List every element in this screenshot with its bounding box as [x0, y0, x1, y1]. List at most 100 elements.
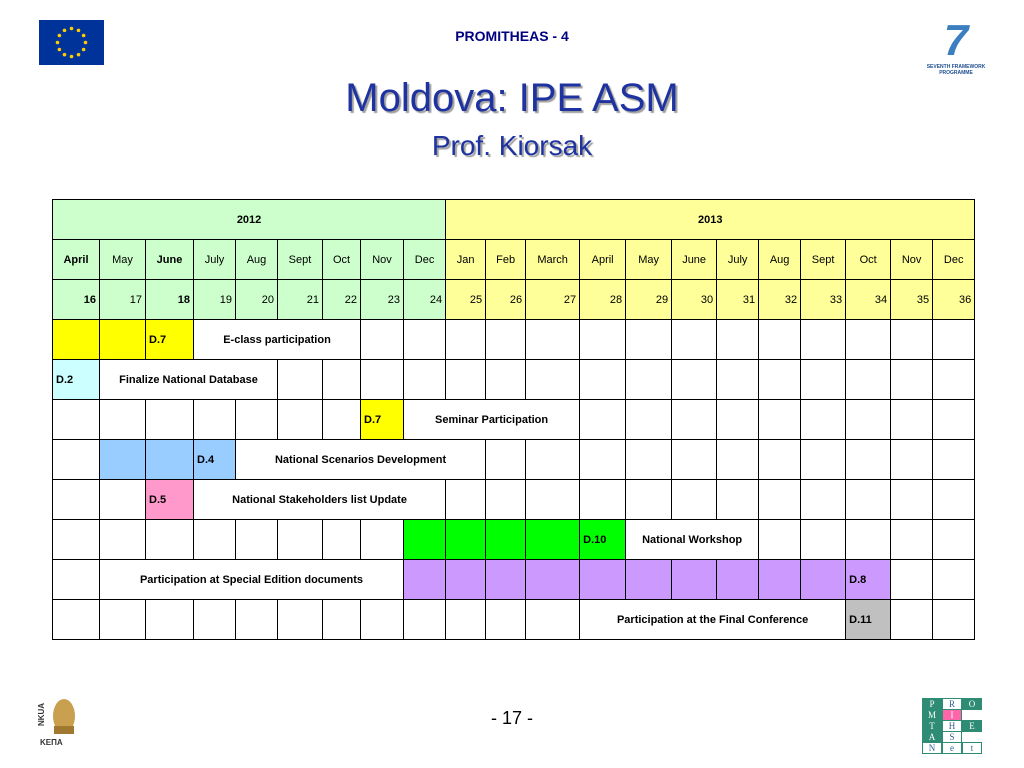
- task-cell: [525, 319, 581, 360]
- task-label: Finalize National Database: [99, 359, 278, 400]
- task-cell: [932, 359, 976, 400]
- title: Moldova: IPE ASM: [345, 76, 679, 120]
- task-cell: [932, 399, 976, 440]
- month-cell: Feb: [485, 239, 527, 280]
- eu-flag: [39, 20, 104, 65]
- task-cell: [145, 439, 194, 480]
- deliverable-cell: D.7: [145, 319, 194, 360]
- task-row: D.7 Seminar Participation: [52, 399, 976, 440]
- task-cell: [402, 519, 447, 560]
- task-cell: [360, 599, 404, 640]
- task-cell: [99, 399, 146, 440]
- task-cell: [758, 479, 802, 520]
- task-row: Participation at the Final Conference D.1…: [52, 599, 976, 640]
- number-cell: 24: [402, 279, 447, 320]
- number-cell: 29: [625, 279, 673, 320]
- task-cell: [525, 599, 581, 640]
- project-name: PROMITHEAS - 4: [455, 28, 569, 44]
- star: [62, 28, 67, 33]
- number-cell: 28: [579, 279, 627, 320]
- task-cell: [277, 359, 323, 400]
- task-cell: [890, 599, 934, 640]
- month-cell: June: [145, 239, 194, 280]
- task-cell: [322, 359, 361, 400]
- task-row: Participation at Special Edition documen…: [52, 559, 976, 600]
- number-cell: 23: [360, 279, 404, 320]
- page-number: - 17 -: [490, 708, 533, 728]
- task-cell: [52, 559, 100, 600]
- task-cell: [932, 519, 976, 560]
- star: [69, 26, 74, 31]
- task-cell: [845, 479, 892, 520]
- month-cell: June: [671, 239, 718, 280]
- task-cell: [52, 399, 100, 440]
- task-label: National Stakeholders list Update: [192, 479, 447, 520]
- task-label: National Scenarios Development: [234, 439, 487, 480]
- task-cell: [800, 519, 847, 560]
- task-cell: [800, 319, 847, 360]
- month-cell: Aug: [235, 239, 278, 280]
- task-cell: [360, 519, 404, 560]
- task-cell: [800, 399, 847, 440]
- month-row: April May June July Aug Sept Oct Nov Dec Jan Feb Ma…: [52, 239, 976, 280]
- task-cell: [445, 559, 487, 600]
- task-cell: [800, 479, 847, 520]
- task-cell: [890, 359, 934, 400]
- task-cell: [445, 479, 487, 520]
- month-cell: April: [52, 239, 100, 280]
- number-cell: 21: [277, 279, 323, 320]
- task-cell: [193, 519, 236, 560]
- task-cell: [625, 479, 673, 520]
- month-cell: Nov: [890, 239, 934, 280]
- task-cell: [671, 399, 718, 440]
- task-cell: [485, 479, 527, 520]
- logo-letter: E: [962, 720, 982, 732]
- star: [83, 40, 88, 45]
- task-cell: [671, 439, 718, 480]
- task-cell: [277, 399, 323, 440]
- nkua-logo: NKUA ΚΕΠΑ: [37, 696, 80, 752]
- year-cell: 2012: [51, 199, 447, 240]
- task-cell: [485, 599, 527, 640]
- task-cell: [758, 439, 802, 480]
- task-cell: [485, 559, 527, 600]
- number-cell: 16: [52, 279, 100, 320]
- task-cell: [277, 599, 323, 640]
- schedule-table: 2012 2013 April May June July Aug Sept Oct Nov Dec…: [51, 199, 976, 640]
- task-cell: [845, 319, 892, 360]
- deliverable-cell: D.5: [145, 479, 194, 520]
- task-cell: [758, 319, 802, 360]
- task-cell: [579, 439, 627, 480]
- month-cell: Dec: [402, 239, 447, 280]
- task-cell: [525, 559, 581, 600]
- deliverable-cell: D.8: [845, 559, 892, 600]
- number-cell: 31: [716, 279, 760, 320]
- task-cell: [671, 319, 718, 360]
- number-cell: 34: [845, 279, 892, 320]
- task-cell: [890, 519, 934, 560]
- task-row: D.7 E-class participation: [52, 319, 976, 360]
- month-cell: Aug: [758, 239, 802, 280]
- star: [76, 28, 81, 33]
- star: [62, 52, 67, 57]
- deliverable-cell: D.10: [579, 519, 627, 560]
- task-cell: [485, 319, 527, 360]
- number-cell: 22: [322, 279, 361, 320]
- task-cell: [625, 399, 673, 440]
- subtitle: Prof. Kiorsak: [431, 130, 593, 161]
- month-cell: Oct: [322, 239, 361, 280]
- task-cell: [800, 559, 847, 600]
- logo-letter: N: [922, 742, 942, 754]
- task-cell: [99, 599, 146, 640]
- task-cell: [52, 439, 100, 480]
- month-cell: Sept: [800, 239, 847, 280]
- number-cell: 17: [99, 279, 146, 320]
- number-cell: 35: [890, 279, 934, 320]
- task-cell: [845, 439, 892, 480]
- number-cell: 18: [145, 279, 194, 320]
- task-cell: [52, 519, 100, 560]
- task-cell: [716, 319, 760, 360]
- task-cell: [890, 319, 934, 360]
- month-cell: April: [579, 239, 627, 280]
